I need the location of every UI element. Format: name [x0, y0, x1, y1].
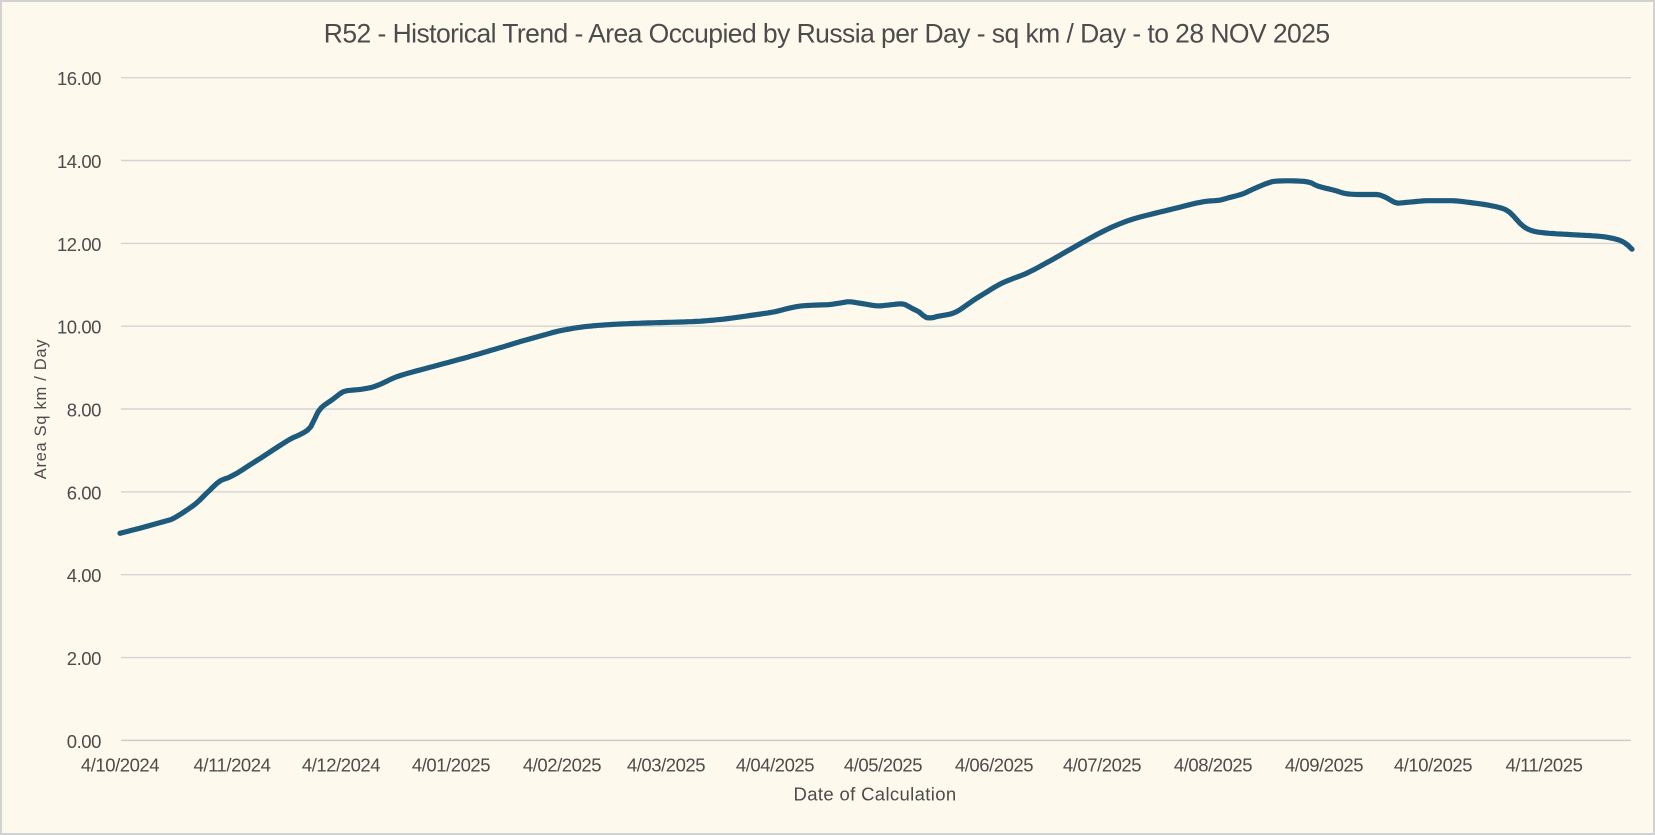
svg-text:4/11/2024: 4/11/2024 [194, 755, 271, 776]
svg-text:8.00: 8.00 [67, 399, 101, 420]
svg-text:16.00: 16.00 [57, 68, 101, 89]
svg-text:4/01/2025: 4/01/2025 [412, 755, 490, 776]
svg-text:4/03/2025: 4/03/2025 [627, 755, 705, 776]
svg-text:4/10/2025: 4/10/2025 [1394, 755, 1472, 776]
svg-text:12.00: 12.00 [57, 234, 101, 255]
svg-text:10.00: 10.00 [57, 317, 101, 338]
svg-text:4/11/2025: 4/11/2025 [1506, 755, 1583, 776]
svg-text:Area Sq km / Day: Area Sq km / Day [32, 339, 50, 480]
svg-text:4/09/2025: 4/09/2025 [1285, 755, 1363, 776]
svg-text:4/07/2025: 4/07/2025 [1063, 755, 1141, 776]
svg-text:4/10/2024: 4/10/2024 [81, 755, 159, 776]
svg-text:4/08/2025: 4/08/2025 [1174, 755, 1252, 776]
svg-text:Date of Calculation: Date of Calculation [794, 784, 957, 805]
svg-text:4/04/2025: 4/04/2025 [736, 755, 814, 776]
svg-text:R52 - Historical Trend - Area: R52 - Historical Trend - Area Occupied b… [324, 18, 1330, 48]
svg-text:2.00: 2.00 [67, 648, 101, 669]
svg-text:6.00: 6.00 [67, 482, 101, 503]
svg-text:4/06/2025: 4/06/2025 [955, 755, 1033, 776]
svg-text:14.00: 14.00 [57, 151, 101, 172]
svg-text:4.00: 4.00 [67, 565, 101, 586]
svg-text:4/02/2025: 4/02/2025 [523, 755, 601, 776]
svg-text:0.00: 0.00 [67, 731, 101, 752]
svg-text:4/12/2024: 4/12/2024 [302, 755, 380, 776]
svg-text:4/05/2025: 4/05/2025 [844, 755, 922, 776]
